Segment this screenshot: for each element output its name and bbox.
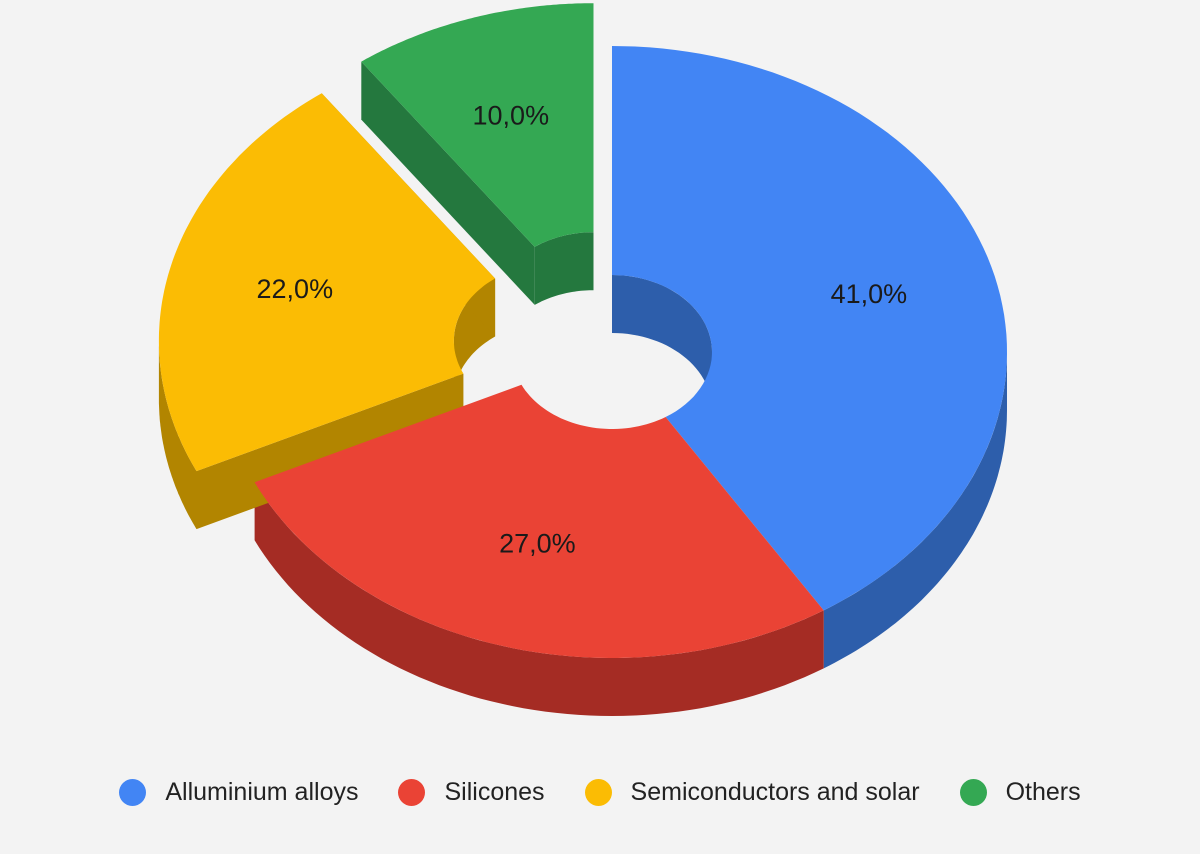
legend-label: Others (1005, 777, 1081, 806)
slice-label-semiconductors-and-solar: 22,0% (257, 274, 334, 304)
legend-dot-icon (584, 778, 612, 806)
slice-silicones (254, 384, 824, 658)
slice-label-alluminium-alloys: 41,0% (831, 279, 908, 309)
slice-radial-face-others (361, 61, 535, 305)
slice-labels: 41,0% 27,0% 22,0% 10,0% (257, 101, 908, 559)
slice-side-alluminium-alloys (823, 352, 1007, 669)
slice-side-semiconductors-and-solar (158, 340, 197, 530)
slice-semiconductors-and-solar (158, 93, 496, 472)
legend-item-semiconductors-and-solar[interactable]: Semiconductors and solar (584, 777, 920, 807)
slice-side-silicones (254, 482, 824, 716)
slice-inner-wall-alluminium-alloys (612, 275, 712, 410)
slice-tops (158, 3, 1007, 658)
legend-label: Silicones (444, 777, 545, 806)
legend-dot-icon (119, 778, 147, 806)
slice-inner-wall-others (534, 232, 594, 305)
slice-label-others: 10,0% (473, 101, 550, 131)
legend-dot-icon (959, 778, 987, 806)
legend-label: Alluminium alloys (165, 777, 359, 806)
slice-alluminium-alloys (612, 46, 1007, 611)
legend-label: Semiconductors and solar (630, 777, 920, 806)
legend-dot-icon (398, 778, 426, 806)
legend-item-silicones[interactable]: Silicones (398, 777, 545, 807)
legend-item-others[interactable]: Others (959, 777, 1081, 807)
legend: Alluminium alloys Silicones Semiconducto… (0, 770, 1200, 814)
slice-others (361, 3, 594, 247)
slice-label-silicones: 27,0% (499, 529, 576, 559)
legend-item-alluminium-alloys[interactable]: Alluminium alloys (119, 778, 358, 807)
